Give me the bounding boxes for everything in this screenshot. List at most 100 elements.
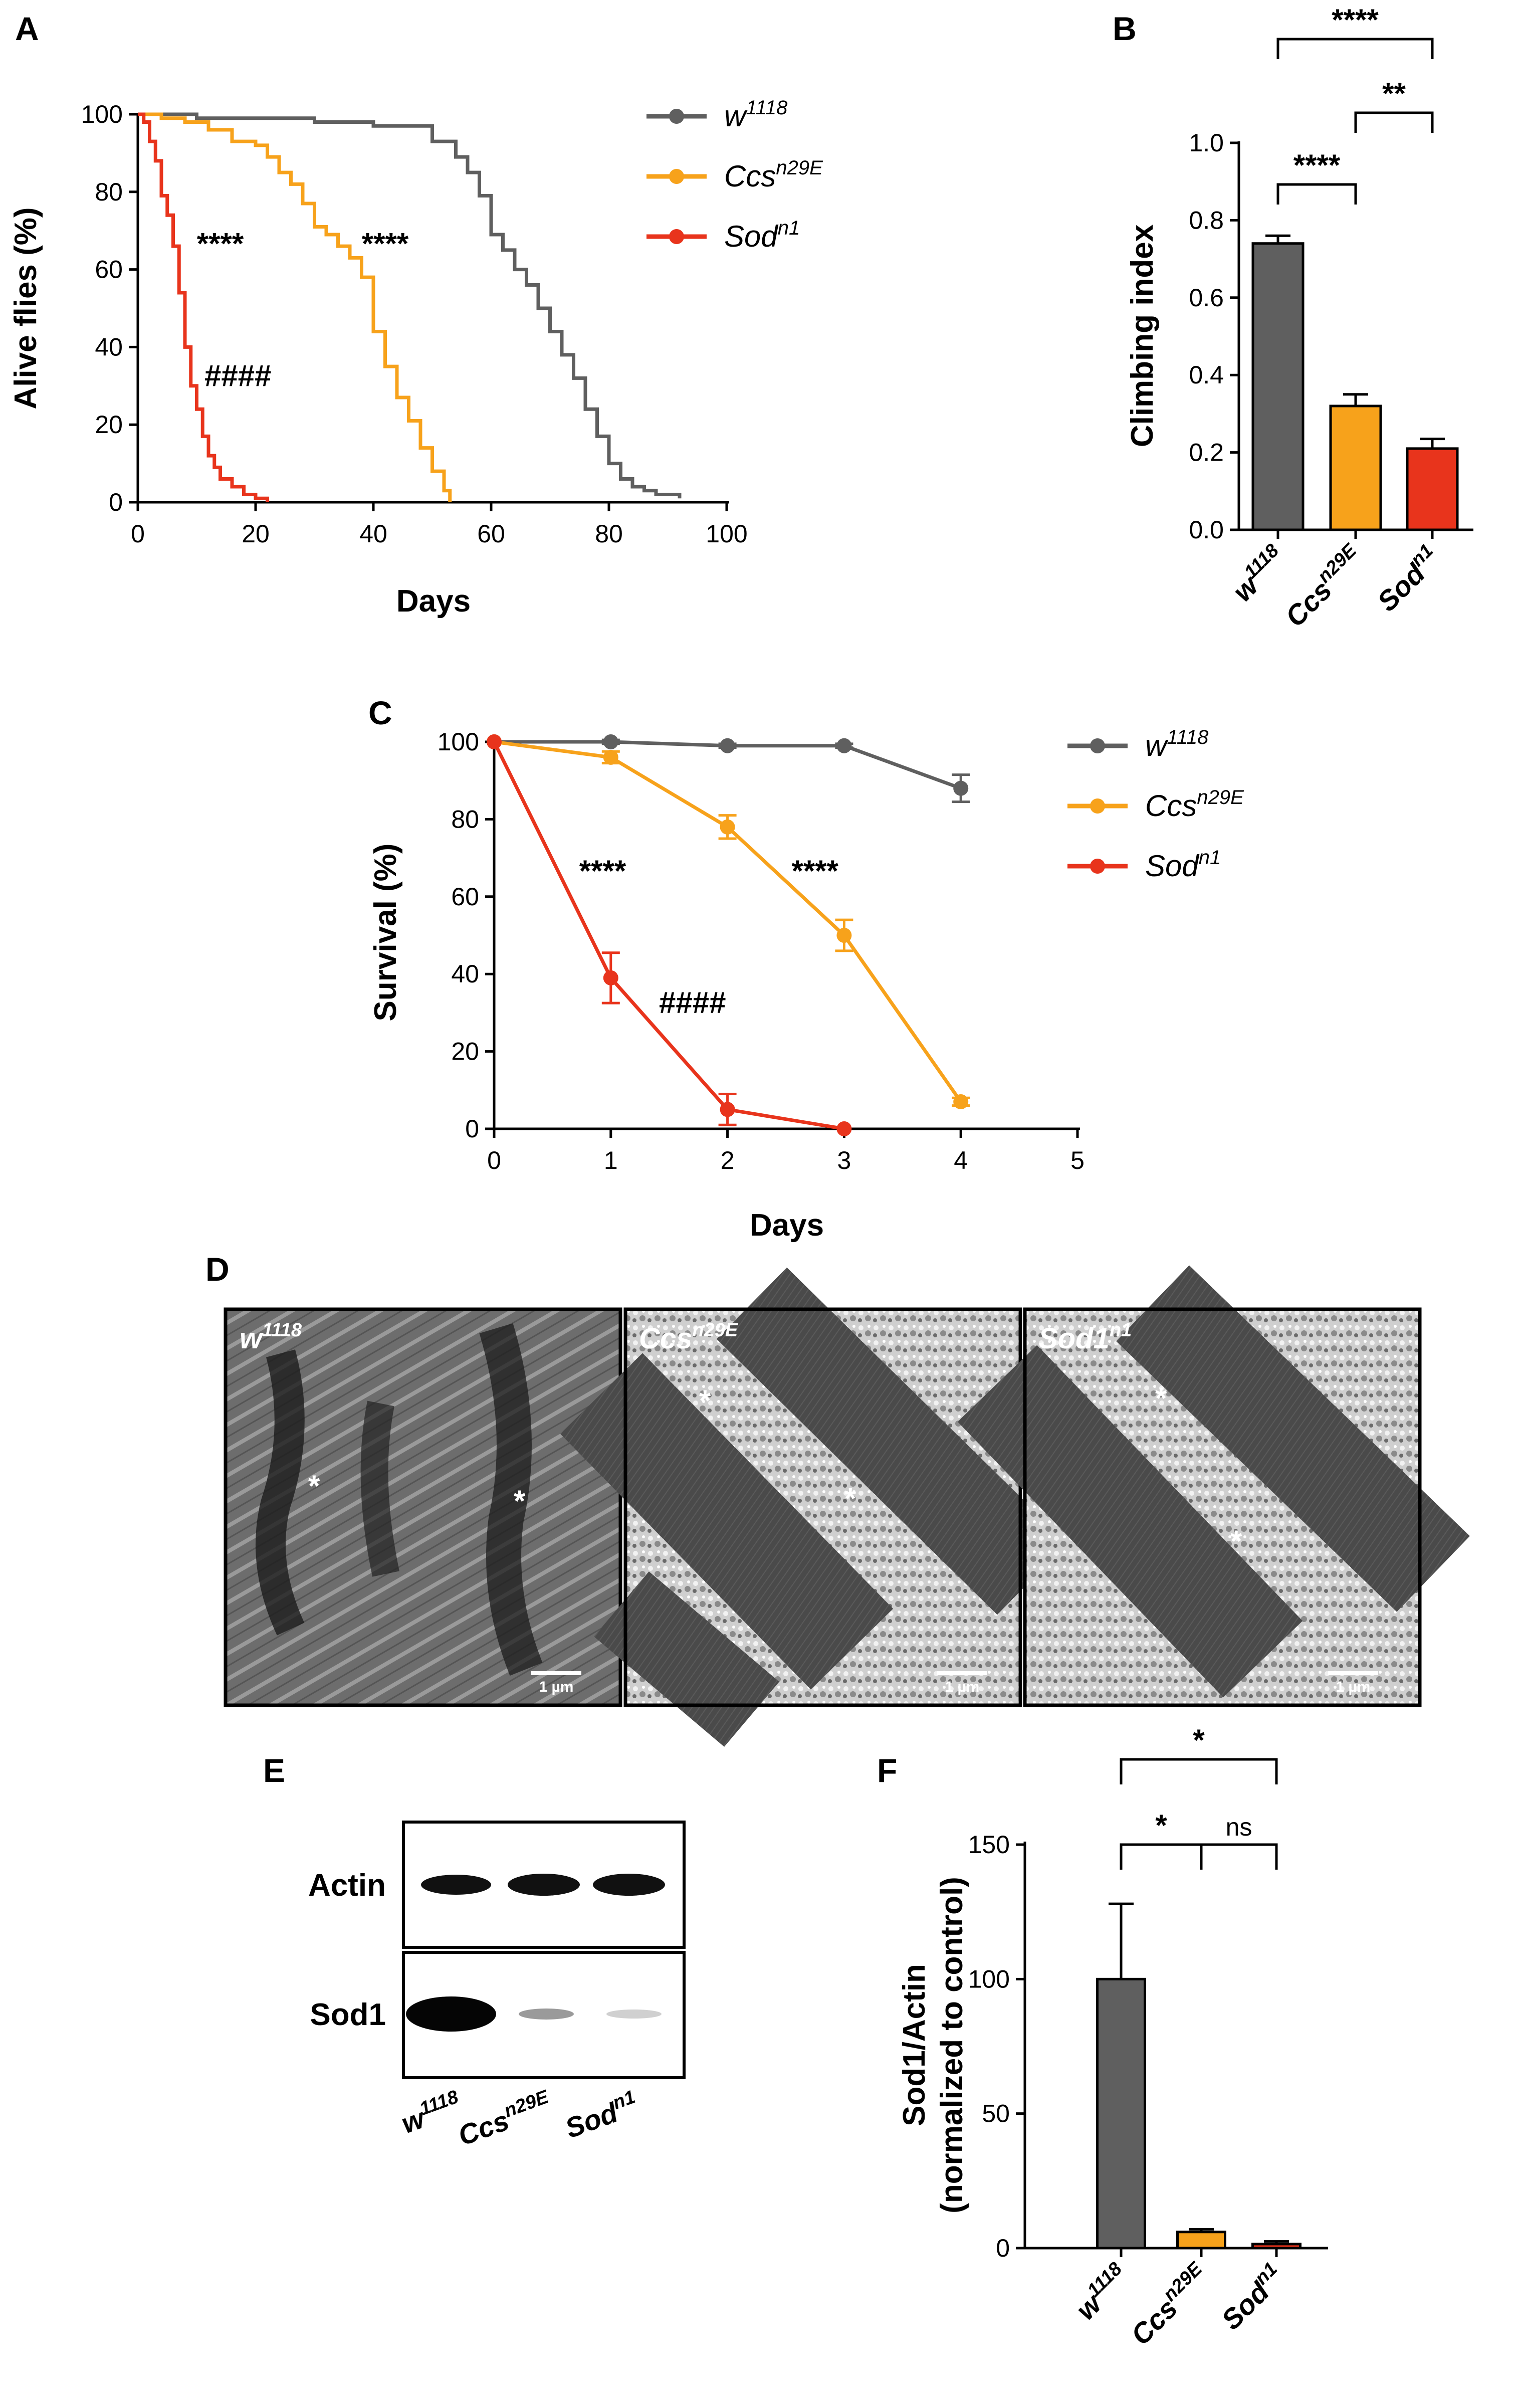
x-category-label-w1118: w1118 xyxy=(1068,2258,1136,2326)
band-actin-lane1 xyxy=(421,1875,491,1895)
data-point-ccs xyxy=(836,928,852,943)
em-scale-bar-label: 1 µm xyxy=(1336,1679,1371,1695)
y-tick-label: 50 xyxy=(982,2100,1010,2128)
bar-sod xyxy=(1251,2243,1302,2250)
panel-b-y-label: Climbing index xyxy=(1125,224,1160,447)
panel-f-y-label: Sod1/Actin xyxy=(897,1964,932,2126)
data-point-w1118 xyxy=(603,734,618,749)
em-label-w1118: w1118 xyxy=(240,1320,302,1355)
significance-bracket xyxy=(1354,111,1434,133)
panel-c-survival-chart: 0 1 2 3 4 5 0 20 40 60 80 100 **** **** #### w1118 Ccsn2… xyxy=(368,726,1244,1243)
significance-annotation: #### xyxy=(204,359,271,392)
y-tick-label: 0.6 xyxy=(1189,284,1224,312)
legend-entry-ccs: Ccsn29E xyxy=(724,157,823,193)
bar-sod xyxy=(1406,447,1459,531)
em-label-ccs: Ccsn29E xyxy=(639,1320,739,1355)
y-tick-label: 40 xyxy=(451,960,479,988)
significance-annotation: **** xyxy=(197,227,244,261)
y-tick-label: 80 xyxy=(451,805,479,833)
panel-label-e: E xyxy=(263,1752,285,1789)
y-tick-label: 40 xyxy=(95,333,123,361)
y-tick-label: 60 xyxy=(95,256,123,284)
significance-annotation: **** xyxy=(791,854,838,888)
bar-ccs xyxy=(1329,405,1382,531)
legend-marker-ccs xyxy=(1090,798,1105,814)
em-image-w1118: w1118 * * 1 µm xyxy=(224,1307,622,1707)
bar-w1118 xyxy=(1251,242,1305,531)
significance-bracket xyxy=(1276,183,1357,205)
legend-marker-w1118 xyxy=(1090,738,1105,753)
panel-c-x-label: Days xyxy=(750,1208,824,1243)
panel-a-survival-chart: 0 20 40 60 80 100 0 20 40 60 80 100 **** **** #### w111… xyxy=(9,97,823,619)
x-category-label-w1118: w1118 xyxy=(1225,540,1292,608)
legend-entry-w1118: w1118 xyxy=(1145,726,1209,762)
panel-label-a: A xyxy=(15,10,39,47)
x-tick-label: 4 xyxy=(954,1146,968,1174)
x-tick-label: 20 xyxy=(242,520,270,548)
data-point-sod xyxy=(487,734,502,749)
y-tick-label: 150 xyxy=(968,1831,1010,1859)
significance-bracket xyxy=(1276,38,1434,59)
panel-f-y-label-2: (normalized to control) xyxy=(935,1877,969,2214)
y-tick-label: 0.8 xyxy=(1189,206,1224,234)
band-actin-lane2 xyxy=(508,1874,580,1896)
x-tick-label: 60 xyxy=(477,520,505,548)
em-asterisk: * xyxy=(1230,1524,1242,1558)
significance-annotation: #### xyxy=(659,985,726,1019)
blot-lane-label-sod: Sodn1 xyxy=(560,2086,642,2144)
significance-annotation: **** xyxy=(362,227,409,261)
legend-marker-w1118 xyxy=(669,109,684,124)
x-tick-label: 5 xyxy=(1070,1146,1085,1174)
em-image-sod1: Sod1n1 * * 1 µm xyxy=(957,1265,1470,1707)
data-point-sod xyxy=(720,1102,735,1117)
em-asterisk: * xyxy=(1155,1381,1167,1415)
significance-bracket xyxy=(1120,1843,1203,1870)
legend-entry-sod: Sodn1 xyxy=(724,217,800,253)
band-actin-lane3 xyxy=(593,1874,665,1896)
y-tick-label: 100 xyxy=(438,728,479,756)
x-tick-label: 0 xyxy=(487,1146,501,1174)
y-tick-label: 0 xyxy=(996,2234,1010,2262)
legend-entry-ccs: Ccsn29E xyxy=(1145,786,1244,823)
series-line-ccs xyxy=(494,740,963,1103)
y-tick-label: 0 xyxy=(109,488,123,516)
significance-label: **** xyxy=(1332,3,1379,37)
blot-lane-label-ccs: Ccsn29E xyxy=(453,2086,557,2152)
significance-label: ns xyxy=(1226,1813,1252,1841)
x-category-label-ccs: Ccsn29E xyxy=(1123,2258,1216,2351)
em-asterisk: * xyxy=(844,1482,856,1515)
bar-w1118 xyxy=(1096,1977,1146,2250)
data-point-w1118 xyxy=(836,738,852,753)
x-tick-label: 3 xyxy=(837,1146,851,1174)
data-point-w1118 xyxy=(720,738,735,753)
y-tick-label: 20 xyxy=(95,411,123,439)
significance-label: * xyxy=(1193,1723,1205,1757)
series-line-w1118 xyxy=(138,112,682,499)
significance-annotation: **** xyxy=(579,854,626,888)
y-tick-label: 0.2 xyxy=(1189,439,1224,467)
significance-label: * xyxy=(1155,1809,1167,1842)
legend-entry-w1118: w1118 xyxy=(724,97,788,133)
bar-ccs xyxy=(1176,2231,1226,2250)
panel-c-y-label: Survival (%) xyxy=(368,844,403,1022)
blot-row-label-actin: Actin xyxy=(308,1868,386,1903)
x-category-label-sod: Sodn1 xyxy=(1369,540,1446,617)
band-sod1-lane3 xyxy=(606,2010,662,2019)
data-point-w1118 xyxy=(953,780,969,796)
significance-bracket xyxy=(1200,1843,1278,1870)
x-tick-label: 100 xyxy=(706,520,747,548)
y-tick-label: 0.0 xyxy=(1189,516,1224,544)
series-line-sod xyxy=(138,112,269,502)
panel-label-c: C xyxy=(368,694,392,731)
significance-label: ** xyxy=(1382,77,1406,110)
legend-entry-sod: Sodn1 xyxy=(1145,847,1221,883)
series-line-ccs xyxy=(138,112,452,502)
panel-label-d: D xyxy=(205,1251,230,1288)
panel-label-b: B xyxy=(1113,10,1137,47)
y-tick-label: 60 xyxy=(451,883,479,911)
significance-bracket xyxy=(1120,1758,1278,1784)
series-line-sod xyxy=(492,741,844,1131)
